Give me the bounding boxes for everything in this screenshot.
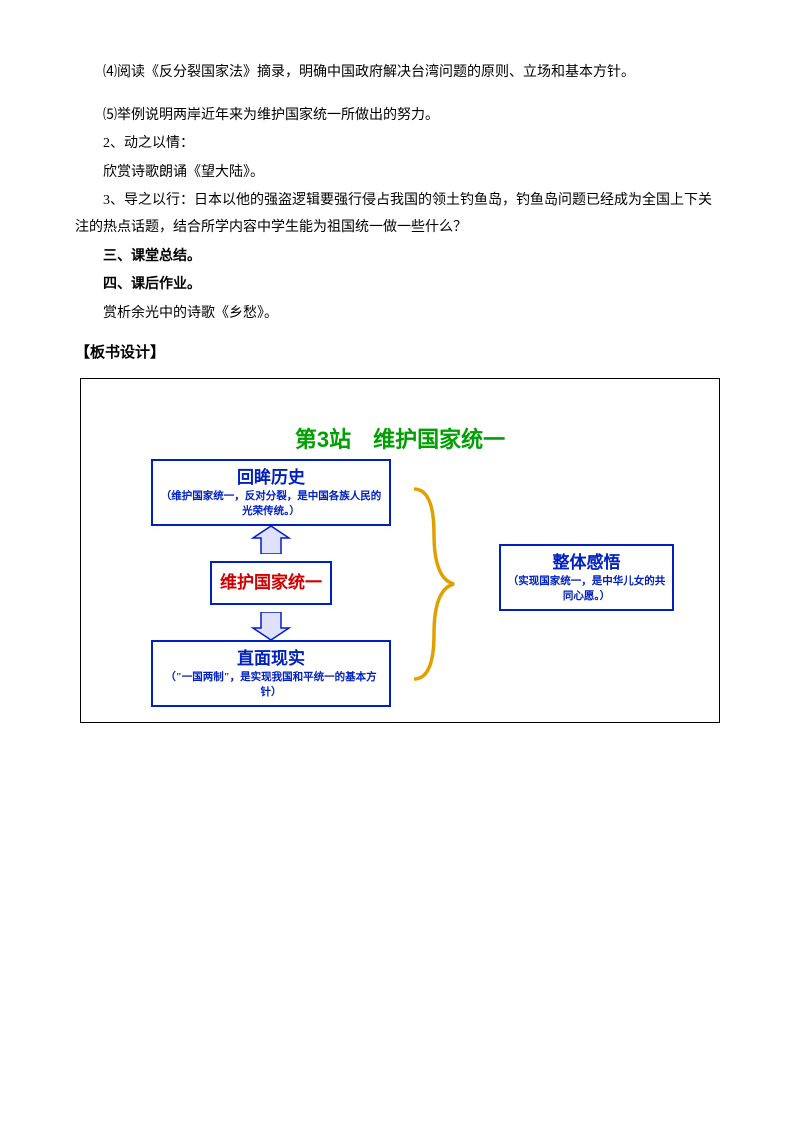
- spacer: [75, 89, 725, 103]
- arrow-up: [151, 526, 391, 554]
- arrow-down: [151, 612, 391, 640]
- paragraph-4: ⑷阅读《反分裂国家法》摘录，明确中国政府解决台湾问题的原则、立场和基本方针。: [75, 60, 725, 87]
- diagram-container: 第3站 维护国家统一 回眸历史 （维护国家统一，反对分裂，是中国各族人民的光荣传…: [80, 378, 720, 723]
- paragraph-poem: 欣赏诗歌朗诵《望大陆》。: [75, 160, 725, 187]
- center-box-wrap: 维护国家统一: [151, 561, 391, 605]
- heading-homework: 四、课后作业。: [75, 272, 725, 299]
- box-history-title: 回眸历史: [159, 465, 383, 491]
- board-design-title: 【板书设计】: [75, 339, 725, 368]
- box-reality: 直面现实 （"一国两制"，是实现我国和平统一的基本方针）: [151, 640, 391, 707]
- box-history: 回眸历史 （维护国家统一，反对分裂，是中国各族人民的光荣传统。）: [151, 459, 391, 526]
- paragraph-homework: 赏析余光中的诗歌《乡愁》。: [75, 301, 725, 328]
- center-label: 维护国家统一: [210, 561, 332, 605]
- box-insight-sub: （实现国家统一，是中华儿女的共同心愿。）: [507, 575, 666, 603]
- diagram-left-column: 回眸历史 （维护国家统一，反对分裂，是中国各族人民的光荣传统。） 维护国家统一 …: [151, 459, 391, 707]
- diagram-title: 第3站 维护国家统一: [81, 419, 719, 461]
- paragraph-item-2: 2、动之以情：: [75, 131, 725, 158]
- box-history-sub: （维护国家统一，反对分裂，是中国各族人民的光荣传统。）: [159, 490, 383, 518]
- paragraph-item-3: 3、导之以行：日本以他的强盗逻辑要强行侵占我国的领土钓鱼岛，钓鱼岛问题已经成为全…: [75, 188, 725, 241]
- brace-icon: [406, 484, 461, 695]
- box-insight-title: 整体感悟: [507, 550, 666, 576]
- heading-summary: 三、课堂总结。: [75, 244, 725, 271]
- paragraph-5: ⑸举例说明两岸近年来为维护国家统一所做出的努力。: [75, 103, 725, 130]
- box-insight: 整体感悟 （实现国家统一，是中华儿女的共同心愿。）: [499, 544, 674, 611]
- box-reality-sub: （"一国两制"，是实现我国和平统一的基本方针）: [159, 671, 383, 699]
- box-reality-title: 直面现实: [159, 646, 383, 672]
